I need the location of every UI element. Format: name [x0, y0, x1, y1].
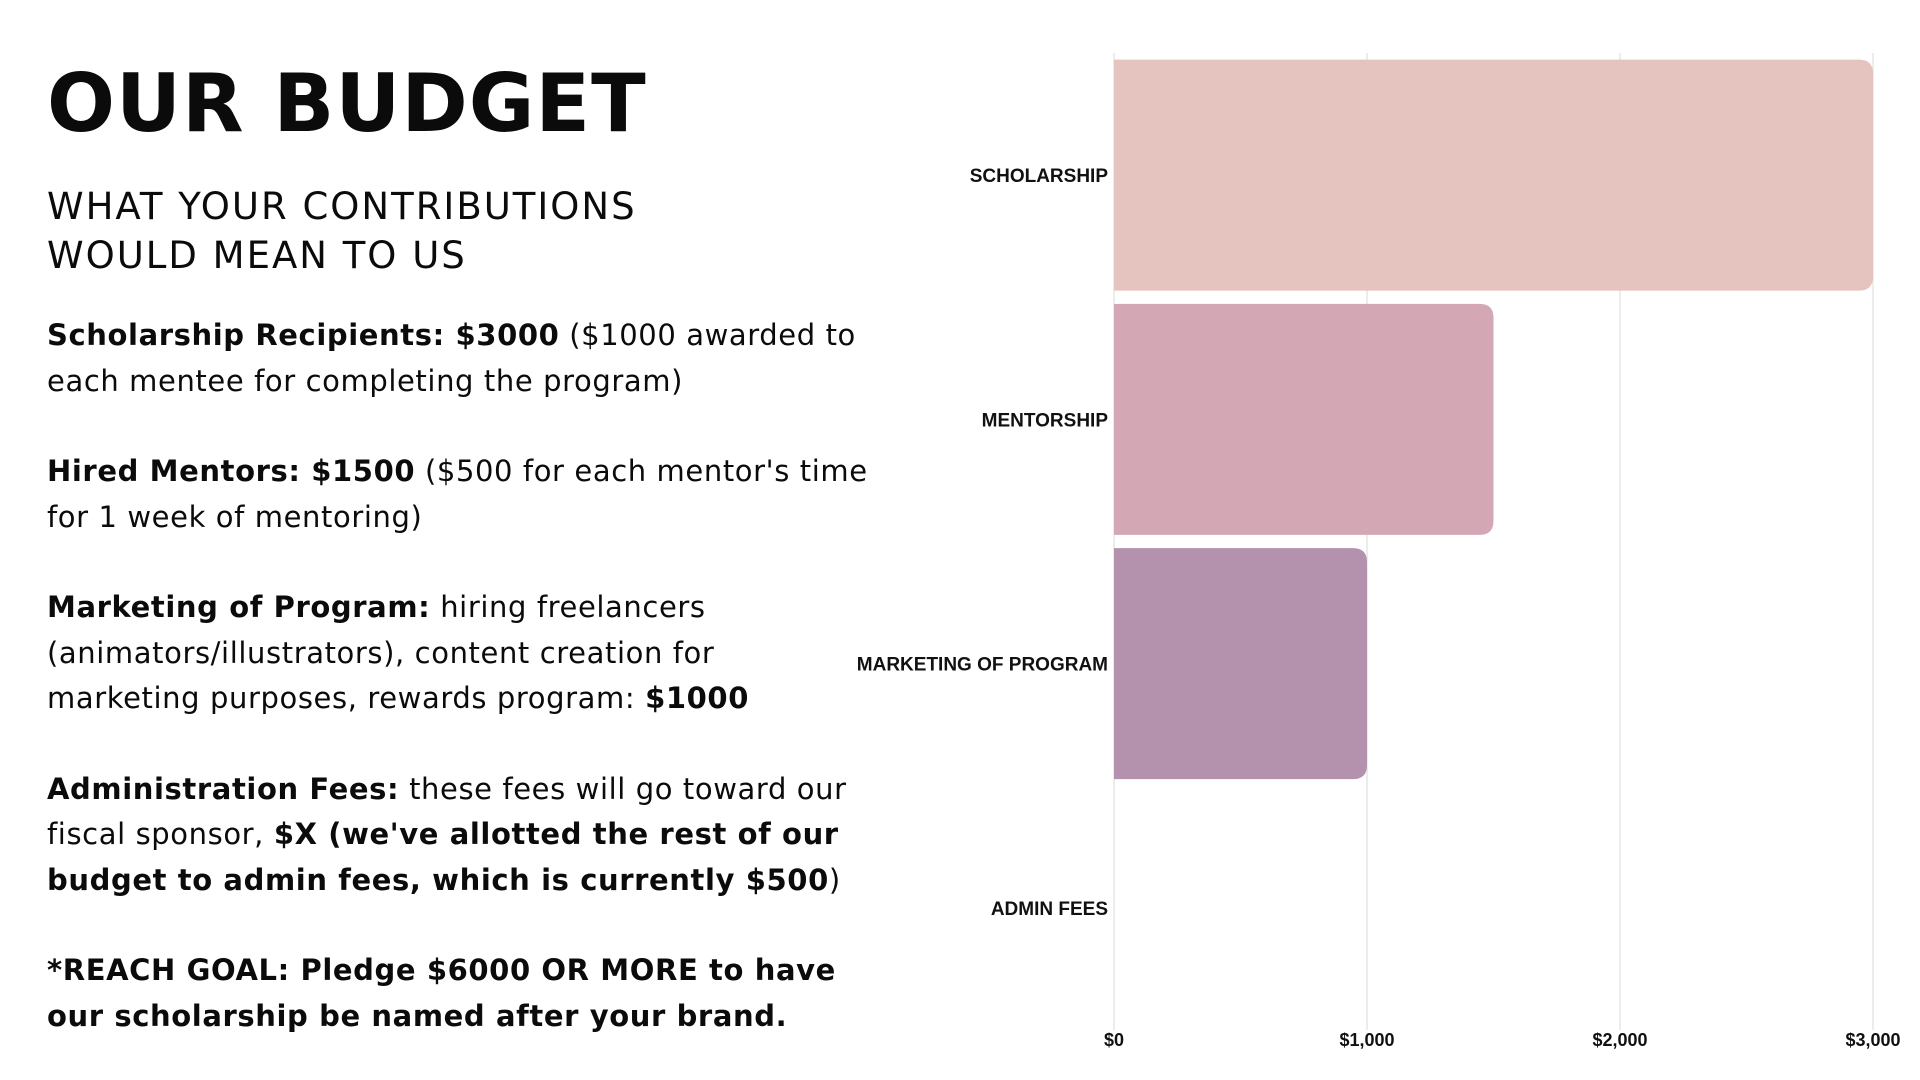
- item-heading: Administration Fees:: [47, 771, 400, 806]
- bar: [1114, 59, 1873, 291]
- budget-item-admin: Administration Fees: these fees will go …: [47, 767, 877, 904]
- budget-item-marketing: Marketing of Program: hiring freelancers…: [47, 585, 877, 722]
- bar: [1114, 548, 1367, 780]
- subtitle-line: WHAT YOUR CONTRIBUTIONS: [47, 185, 637, 228]
- category-label: MENTORSHIP: [982, 410, 1109, 431]
- budget-item-scholarship: Scholarship Recipients: $3000 ($1000 awa…: [47, 313, 877, 404]
- item-description: these fees will go toward our fiscal spo…: [47, 771, 847, 852]
- category-label: MARKETING OF PROGRAM: [857, 655, 1108, 676]
- category-label: ADMIN FEES: [991, 899, 1108, 920]
- x-tick-label: $0: [1104, 1030, 1124, 1050]
- item-amount: $X (we've allotted the rest of our budge…: [47, 817, 839, 897]
- item-description-end: ): [828, 862, 841, 897]
- budget-items: Scholarship Recipients: $3000 ($1000 awa…: [47, 313, 877, 1039]
- item-description: hiring freelancers (animators/illustrato…: [47, 590, 715, 715]
- x-tick-label: $2,000: [1592, 1030, 1647, 1050]
- bar: [1114, 303, 1494, 535]
- page-title: OUR BUDGET: [47, 57, 647, 150]
- reach-goal: *REACH GOAL: Pledge $6000 OR MORE to hav…: [47, 953, 836, 1033]
- item-heading: Scholarship Recipients: $3000: [47, 318, 560, 352]
- item-heading: Hired Mentors: $1500: [47, 454, 416, 488]
- item-amount: $1000: [645, 681, 749, 715]
- page-subtitle: WHAT YOUR CONTRIBUTIONS WOULD MEAN TO US: [47, 182, 867, 280]
- budget-item-mentors: Hired Mentors: $1500 ($500 for each ment…: [47, 449, 877, 540]
- x-tick-label: $1,000: [1339, 1030, 1394, 1050]
- x-tick-label: $3,000: [1845, 1030, 1900, 1050]
- item-heading: Marketing of Program:: [47, 590, 431, 624]
- item-description: ($500 for each mentor's time for 1 week …: [47, 454, 868, 534]
- category-label: SCHOLARSHIP: [970, 166, 1109, 187]
- subtitle-line: WOULD MEAN TO US: [47, 234, 467, 277]
- item-description: ($1000 awarded to each mentee for comple…: [47, 318, 856, 398]
